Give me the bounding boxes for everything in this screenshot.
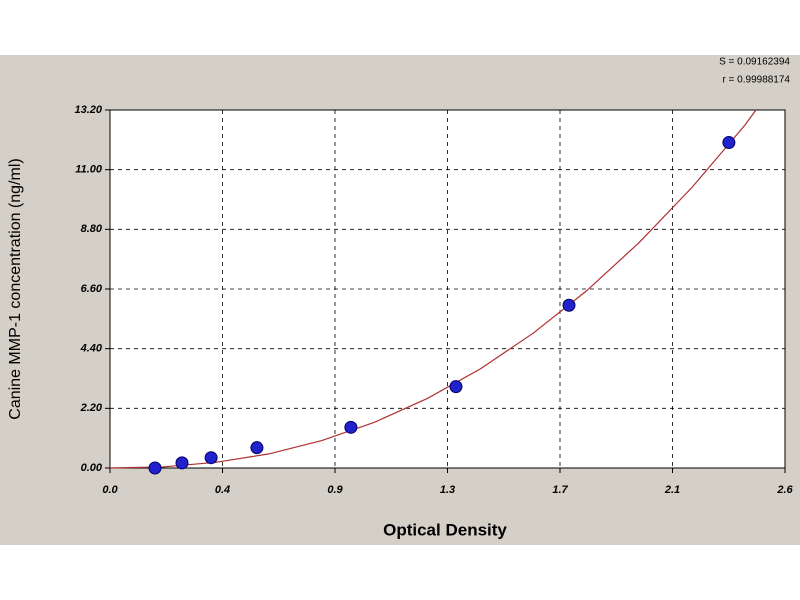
x-tick-label: 0.0 xyxy=(102,484,118,496)
data-point xyxy=(250,441,264,455)
y-tick-label: 8.80 xyxy=(81,223,103,235)
data-point xyxy=(344,420,358,434)
x-tick-label: 2.1 xyxy=(664,484,680,496)
y-tick-label: 0.00 xyxy=(81,462,103,474)
y-axis-label: Canine MMP-1 concentration (ng/ml) xyxy=(7,158,24,419)
x-axis-label: Optical Density xyxy=(383,520,507,539)
annotation: S = 0.09162394 xyxy=(719,57,790,68)
y-tick-label: 11.00 xyxy=(75,164,103,176)
y-tick-label: 4.40 xyxy=(80,343,103,355)
y-tick-label: 2.20 xyxy=(80,402,103,414)
y-tick-label: 13.20 xyxy=(74,104,102,116)
annotation: r = 0.99988174 xyxy=(722,75,790,86)
y-tick-label: 6.60 xyxy=(81,283,103,295)
data-point xyxy=(204,451,218,465)
x-tick-label: 0.9 xyxy=(327,484,343,496)
x-tick-label: 2.6 xyxy=(776,484,793,496)
data-point xyxy=(722,136,736,150)
x-tick-label: 1.7 xyxy=(552,484,568,496)
data-point xyxy=(148,461,162,475)
data-point xyxy=(175,456,189,470)
data-point xyxy=(449,380,463,394)
x-tick-label: 1.3 xyxy=(440,484,455,496)
data-point xyxy=(562,298,576,312)
x-tick-label: 0.4 xyxy=(215,484,230,496)
